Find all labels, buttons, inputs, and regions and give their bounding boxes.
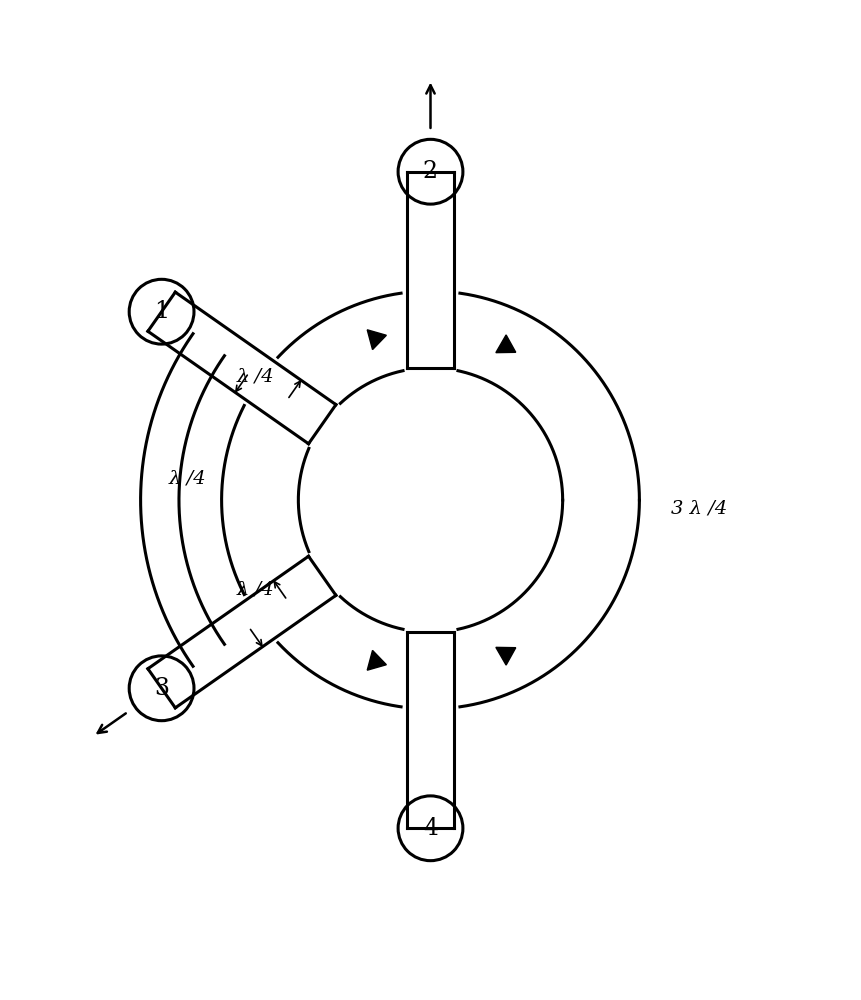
Polygon shape (406, 632, 455, 828)
Text: 4: 4 (423, 817, 438, 840)
Polygon shape (148, 292, 336, 444)
Text: λ /4: λ /4 (237, 581, 275, 599)
Text: 2: 2 (423, 160, 438, 183)
Text: 3: 3 (154, 677, 169, 700)
Polygon shape (368, 650, 387, 670)
Polygon shape (406, 172, 455, 368)
Polygon shape (496, 647, 516, 665)
Polygon shape (368, 330, 387, 350)
Text: λ /4: λ /4 (169, 470, 207, 488)
Polygon shape (496, 335, 516, 353)
Text: 3 λ /4: 3 λ /4 (671, 500, 728, 518)
Text: λ /4: λ /4 (237, 367, 275, 385)
Text: 1: 1 (154, 300, 169, 323)
Polygon shape (148, 556, 336, 708)
